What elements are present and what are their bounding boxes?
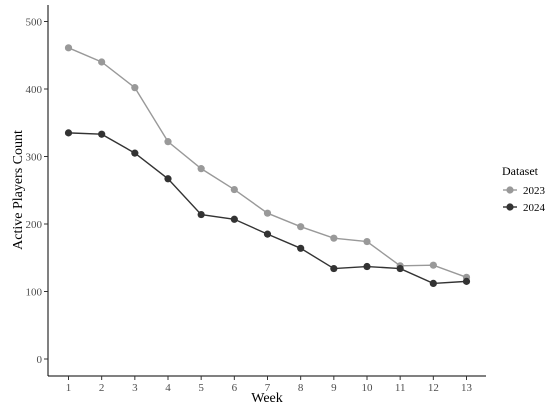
data-point [230,215,238,223]
x-tick-label: 11 [395,382,406,394]
legend-key-point [506,203,514,211]
data-point [363,262,371,271]
x-tick-label: 12 [428,382,439,394]
series-2023 [64,44,471,281]
data-point [263,209,272,217]
data-point [131,149,139,157]
x-tick-label: 9 [331,382,337,394]
data-point [396,264,404,273]
y-ticks: 0 100 200 300 400 500 [26,17,48,366]
x-tick-label: 8 [298,382,304,394]
data-point [131,84,139,92]
data-point [462,277,471,285]
legend-item: 2024 [503,202,546,214]
data-point [64,129,73,137]
axes [47,5,486,377]
data-point [330,234,338,242]
x-ticks: 1 2 3 4 5 6 7 8 9 10 11 12 13 [66,376,473,394]
series-2024 [64,129,471,287]
data-point [330,264,338,273]
data-point [164,175,172,183]
x-tick-label: 5 [198,382,204,394]
legend-label: 2024 [523,202,546,214]
x-tick-label: 2 [99,382,105,394]
data-point [297,244,305,252]
x-tick-label: 7 [265,382,271,394]
data-point [197,165,205,173]
data-point [98,58,106,66]
data-point [230,185,238,194]
data-point [263,230,272,238]
data-point [64,44,73,52]
y-axis-title: Active Players Count [11,130,26,250]
y-tick-label: 200 [26,219,43,231]
x-tick-label: 3 [132,382,138,394]
x-tick-label: 4 [165,382,171,394]
legend-key-point [506,186,514,194]
data-point [429,261,437,269]
data-point [363,237,371,246]
x-axis-title: Week [251,391,283,406]
data-point [429,279,437,287]
legend-item: 2023 [503,185,546,197]
data-point [297,223,305,231]
legend-title: Dataset [502,164,539,178]
legend-items: 2023 2024 [503,185,546,214]
y-tick-label: 100 [26,287,43,299]
legend-label: 2023 [523,185,546,197]
y-tick-label: 300 [26,152,43,164]
series-line [68,132,467,285]
y-tick-label: 500 [26,17,43,29]
legend: Dataset 2023 2024 [502,164,546,214]
x-tick-label: 13 [461,382,473,394]
x-tick-label: 10 [362,382,374,394]
series-line [68,47,467,278]
data-point [197,210,205,219]
y-tick-label: 400 [26,84,43,96]
x-tick-label: 1 [66,382,72,394]
series-layer [64,44,471,287]
x-tick-label: 6 [232,382,238,394]
data-point [164,138,172,146]
y-tick-label: 0 [37,354,43,366]
data-point [98,130,106,138]
